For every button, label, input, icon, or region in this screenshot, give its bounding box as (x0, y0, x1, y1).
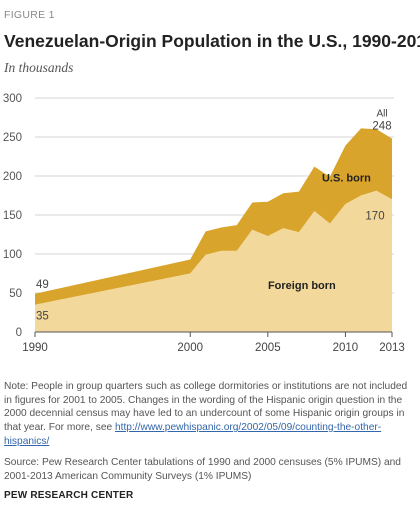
y-tick-label: 0 (16, 327, 22, 339)
y-tick-label: 100 (3, 249, 22, 261)
x-tick-label: 2000 (177, 342, 203, 354)
chart-source: Source: Pew Research Center tabulations … (4, 457, 401, 482)
series-foreign-born-area (35, 190, 392, 332)
data-label-start-total: 49 (36, 279, 49, 291)
series-label-foreign-born: Foreign born (268, 280, 336, 292)
y-tick-label: 200 (3, 171, 22, 183)
x-tick-label: 2005 (255, 342, 281, 354)
figure-label: FIGURE 1 (4, 9, 55, 21)
data-label-end-total: 248 (372, 121, 391, 133)
chart-title: Venezuelan-Origin Population in the U.S.… (4, 31, 420, 51)
note-link[interactable]: http://www.pewhispanic.org/2002/05/09/co… (4, 422, 382, 447)
series-us-born-area (35, 128, 392, 305)
data-label-start-foreign: 35 (36, 311, 49, 323)
y-tick-label: 300 (3, 93, 22, 105)
data-label-all: All (376, 109, 387, 120)
x-tick-label: 1990 (22, 342, 48, 354)
note-text: Note: People in group quarters such as c… (4, 381, 408, 434)
x-tick-label: 2013 (379, 342, 405, 354)
chart-note: Note: People in group quarters such as c… (4, 380, 414, 449)
brand-footer: PEW RESEARCH CENTER (4, 490, 134, 501)
data-label-end-foreign: 170 (365, 210, 384, 222)
x-tick-label: 2010 (333, 342, 359, 354)
y-tick-label: 150 (3, 210, 22, 222)
chart-subtitle: In thousands (4, 60, 74, 75)
area-chart: 0 50 100 150 200 250 300 1990 2000 2005 2010 2013 49… (3, 93, 405, 354)
series-label-us-born: U.S. born (322, 172, 371, 184)
y-tick-label: 50 (9, 288, 22, 300)
y-tick-label: 250 (3, 132, 22, 144)
